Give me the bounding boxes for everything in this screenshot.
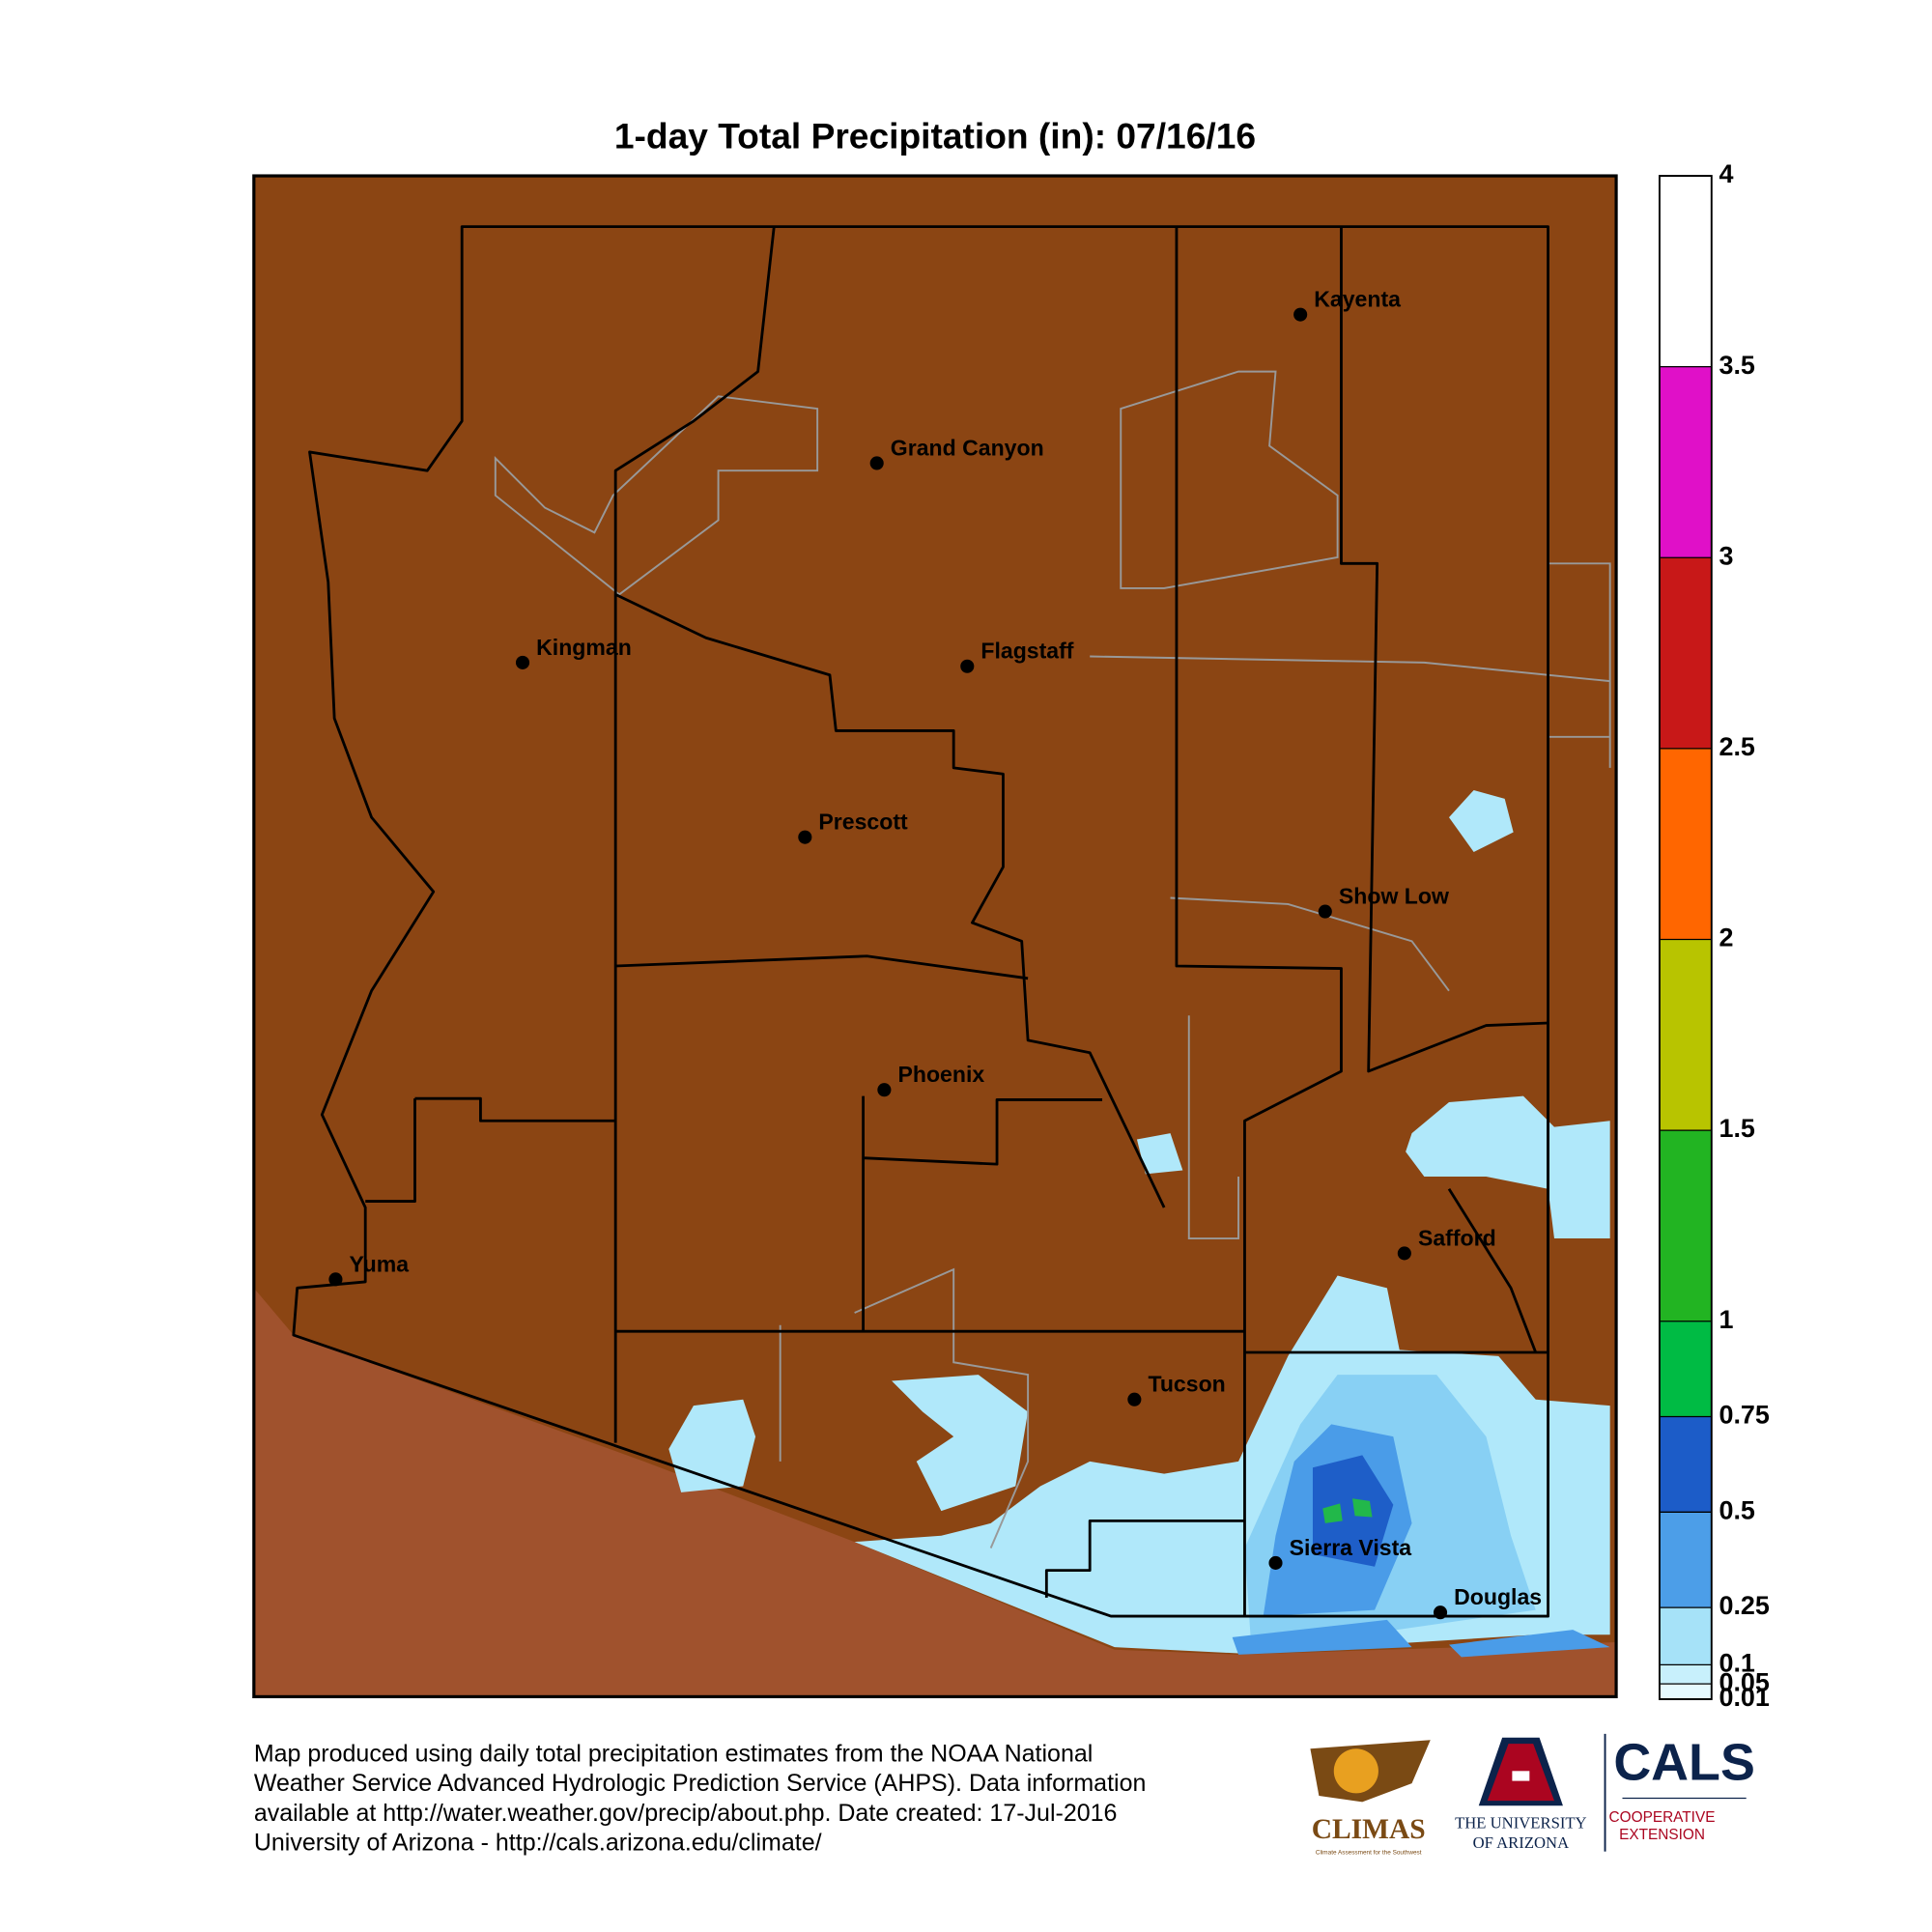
city-dot: [798, 830, 812, 844]
cals-sub: EXTENSION: [1619, 1827, 1705, 1843]
logos: CLIMAS Climate Assessment for the Southw…: [1310, 1733, 1755, 1857]
colorbar-tick-label: 3: [1719, 541, 1733, 570]
cals-name: CALS: [1613, 1733, 1755, 1791]
colorbar-tick-label: 0.1: [1719, 1649, 1754, 1678]
colorbar-tick-label: 4: [1719, 159, 1733, 188]
colorbar-tick-label: 0.5: [1719, 1495, 1754, 1524]
colorbar: 0.010.050.1 0.25 0.5 0.75 1 1.5 2 2.5 3 3.5 4: [1658, 159, 1770, 1712]
footer-line: Map produced using daily total precipita…: [254, 1740, 1094, 1767]
colorbar-tick-label: 2: [1719, 923, 1733, 952]
cities: Kayenta Grand Canyon Kingman Flagstaff Presc…: [328, 287, 1542, 1620]
precip-light: [1406, 1095, 1610, 1239]
colorbar-tick-label: 3.5: [1719, 351, 1754, 380]
city-label: Phoenix: [897, 1062, 984, 1087]
boundary: [1170, 896, 1450, 992]
climas-tagline: Climate Assessment for the Southwest: [1316, 1850, 1422, 1857]
boundary: [494, 395, 819, 596]
precip-light: [668, 1399, 756, 1492]
colorbar-bin: [1659, 1512, 1712, 1608]
colorbar-bin: [1659, 748, 1712, 940]
county-lines: [292, 225, 1549, 1618]
city-label: Kayenta: [1314, 287, 1401, 312]
city-dot: [1127, 1392, 1142, 1406]
city-label: Douglas: [1454, 1584, 1542, 1609]
city-label: Safford: [1418, 1225, 1496, 1250]
map: Kayenta Grand Canyon Kingman Flagstaff Presc…: [252, 174, 1618, 1699]
county-line: [1175, 226, 1343, 1617]
city-dot: [328, 1272, 343, 1287]
county-line: [614, 593, 1166, 1208]
precip-blue: [1232, 1619, 1610, 1658]
colorbar-bin: [1659, 1607, 1712, 1665]
ua-name: THE UNIVERSITY: [1455, 1813, 1586, 1832]
colorbar-tick-label: 0.05: [1719, 1667, 1769, 1696]
boundary: [1187, 1015, 1240, 1240]
boundary: [1120, 370, 1339, 589]
city-dot: [869, 456, 884, 470]
county-line: [1340, 226, 1548, 1073]
colorbar-bin: [1659, 366, 1712, 558]
colorbar-tick-label: 0.75: [1719, 1401, 1769, 1430]
colorbar-bin: [1659, 176, 1712, 367]
map-title: 1-day Total Precipitation (in): 07/16/16: [614, 115, 1256, 156]
colorbar-bin: [1659, 1321, 1712, 1417]
footer: Map produced using daily total precipita…: [254, 1740, 1147, 1856]
city-dot: [1293, 307, 1308, 322]
colorbar-tick-label: 1: [1719, 1305, 1733, 1334]
precip-light: [1136, 1133, 1183, 1175]
state-border: [292, 225, 1549, 1618]
city-dot: [1318, 904, 1332, 919]
county-line: [862, 1095, 1103, 1332]
colorbar-bin: [1659, 1416, 1712, 1513]
city-dot: [515, 655, 530, 669]
footer-line: University of Arizona - http://cals.ariz…: [254, 1830, 822, 1857]
footer-line: available at http://water.weather.gov/pr…: [254, 1800, 1118, 1827]
city-dot: [1433, 1605, 1448, 1620]
colorbar-tick-label: 1.5: [1719, 1114, 1754, 1143]
cals-sub: COOPERATIVE: [1609, 1809, 1716, 1826]
boundary: [779, 1267, 1030, 1548]
colorbar-tick-label: 0.01: [1719, 1683, 1769, 1712]
ua-name: OF ARIZONA: [1473, 1833, 1569, 1852]
colorbar-bin: [1659, 557, 1712, 749]
county-line: [365, 1096, 616, 1204]
boundary: [1548, 562, 1611, 768]
mexico: [253, 1288, 1617, 1697]
precip-areas: [668, 789, 1610, 1658]
ua-a-bar: [1512, 1771, 1530, 1781]
colorbar-tick-label: 0.25: [1719, 1591, 1769, 1620]
city-label: Tucson: [1148, 1372, 1225, 1397]
climas-sun: [1333, 1748, 1378, 1794]
city-label: Sierra Vista: [1290, 1535, 1412, 1560]
city-label: Yuma: [350, 1251, 410, 1276]
precip-light: [892, 1375, 1029, 1512]
colorbar-bin: [1659, 1130, 1712, 1321]
city-label: Prescott: [818, 810, 908, 835]
county-line: [613, 226, 776, 1443]
city-label: Show Low: [1339, 884, 1449, 909]
footer-line: Weather Service Advanced Hydrologic Pred…: [254, 1770, 1147, 1797]
county-line: [615, 954, 1029, 980]
city-label: Grand Canyon: [891, 435, 1044, 460]
county-line: [1447, 1188, 1538, 1353]
county-line: [1044, 1519, 1245, 1598]
precip-light: [1449, 789, 1514, 853]
gray-boundaries: [494, 370, 1611, 1548]
colorbar-tick-label: 2.5: [1719, 732, 1754, 761]
city-label: Flagstaff: [980, 639, 1073, 664]
colorbar-bin: [1659, 1664, 1712, 1685]
precip-green: [1322, 1498, 1373, 1523]
precip-dark: [1312, 1455, 1394, 1567]
county-line: [615, 1329, 1548, 1354]
city-dot: [1268, 1555, 1283, 1570]
colorbar-bin: [1659, 939, 1712, 1131]
city-dot: [1397, 1246, 1411, 1261]
map-frame: [252, 174, 1618, 1699]
colorbar-bin: [1659, 1684, 1712, 1699]
city-dot: [960, 659, 975, 673]
city-dot: [877, 1083, 892, 1097]
climas-name: CLIMAS: [1312, 1814, 1426, 1845]
city-label: Kingman: [536, 635, 632, 660]
